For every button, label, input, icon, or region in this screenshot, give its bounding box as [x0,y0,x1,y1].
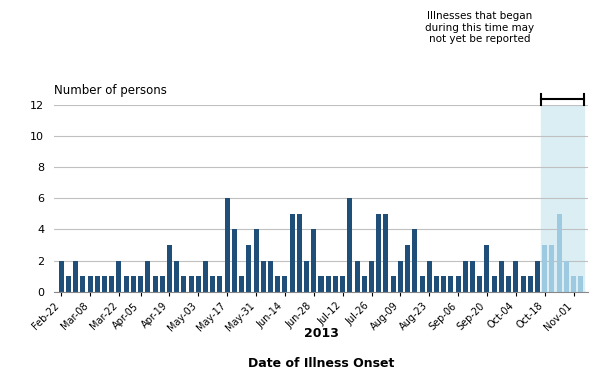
Bar [528,276,533,292]
Bar [138,276,143,292]
Bar [59,261,64,292]
Bar [247,245,251,292]
Bar [239,276,244,292]
Bar [557,214,562,292]
Bar [484,245,490,292]
Bar [541,105,584,292]
Bar [463,261,468,292]
Bar [304,261,309,292]
Bar [578,276,583,292]
Text: Number of persons: Number of persons [54,84,167,97]
Bar [434,276,439,292]
Text: Illnesses that began
during this time may
not yet be reported: Illnesses that began during this time ma… [425,11,535,45]
Text: Date of Illness Onset: Date of Illness Onset [248,356,394,370]
Bar [224,198,230,292]
Bar [427,261,432,292]
Bar [419,276,425,292]
Bar [80,276,85,292]
Bar [145,261,151,292]
Bar [181,276,187,292]
Bar [290,214,295,292]
Bar [376,214,381,292]
Bar [391,276,395,292]
Bar [102,276,107,292]
Bar [477,276,482,292]
Bar [441,276,446,292]
Bar [448,276,454,292]
Bar [66,276,71,292]
Bar [95,276,100,292]
Bar [319,276,323,292]
Text: 2013: 2013 [304,327,338,340]
Bar [362,276,367,292]
Bar [470,261,475,292]
Bar [564,261,569,292]
Bar [455,276,461,292]
Bar [160,276,165,292]
Bar [326,276,331,292]
Bar [261,261,266,292]
Bar [196,276,201,292]
Bar [369,261,374,292]
Bar [491,276,497,292]
Bar [506,276,511,292]
Bar [347,198,352,292]
Bar [109,276,114,292]
Bar [268,261,273,292]
Bar [333,276,338,292]
Bar [412,229,418,292]
Bar [311,229,316,292]
Bar [514,261,518,292]
Bar [355,261,359,292]
Bar [535,261,540,292]
Bar [297,214,302,292]
Bar [499,261,504,292]
Bar [550,245,554,292]
Bar [188,276,194,292]
Bar [203,261,208,292]
Bar [542,245,547,292]
Bar [88,276,92,292]
Bar [405,245,410,292]
Bar [340,276,345,292]
Bar [254,229,259,292]
Bar [275,276,280,292]
Bar [174,261,179,292]
Bar [124,276,128,292]
Bar [210,276,215,292]
Bar [73,261,78,292]
Bar [571,276,576,292]
Bar [232,229,237,292]
Bar [217,276,223,292]
Bar [152,276,158,292]
Bar [167,245,172,292]
Bar [116,261,121,292]
Bar [398,261,403,292]
Bar [383,214,388,292]
Bar [521,276,526,292]
Bar [131,276,136,292]
Bar [283,276,287,292]
